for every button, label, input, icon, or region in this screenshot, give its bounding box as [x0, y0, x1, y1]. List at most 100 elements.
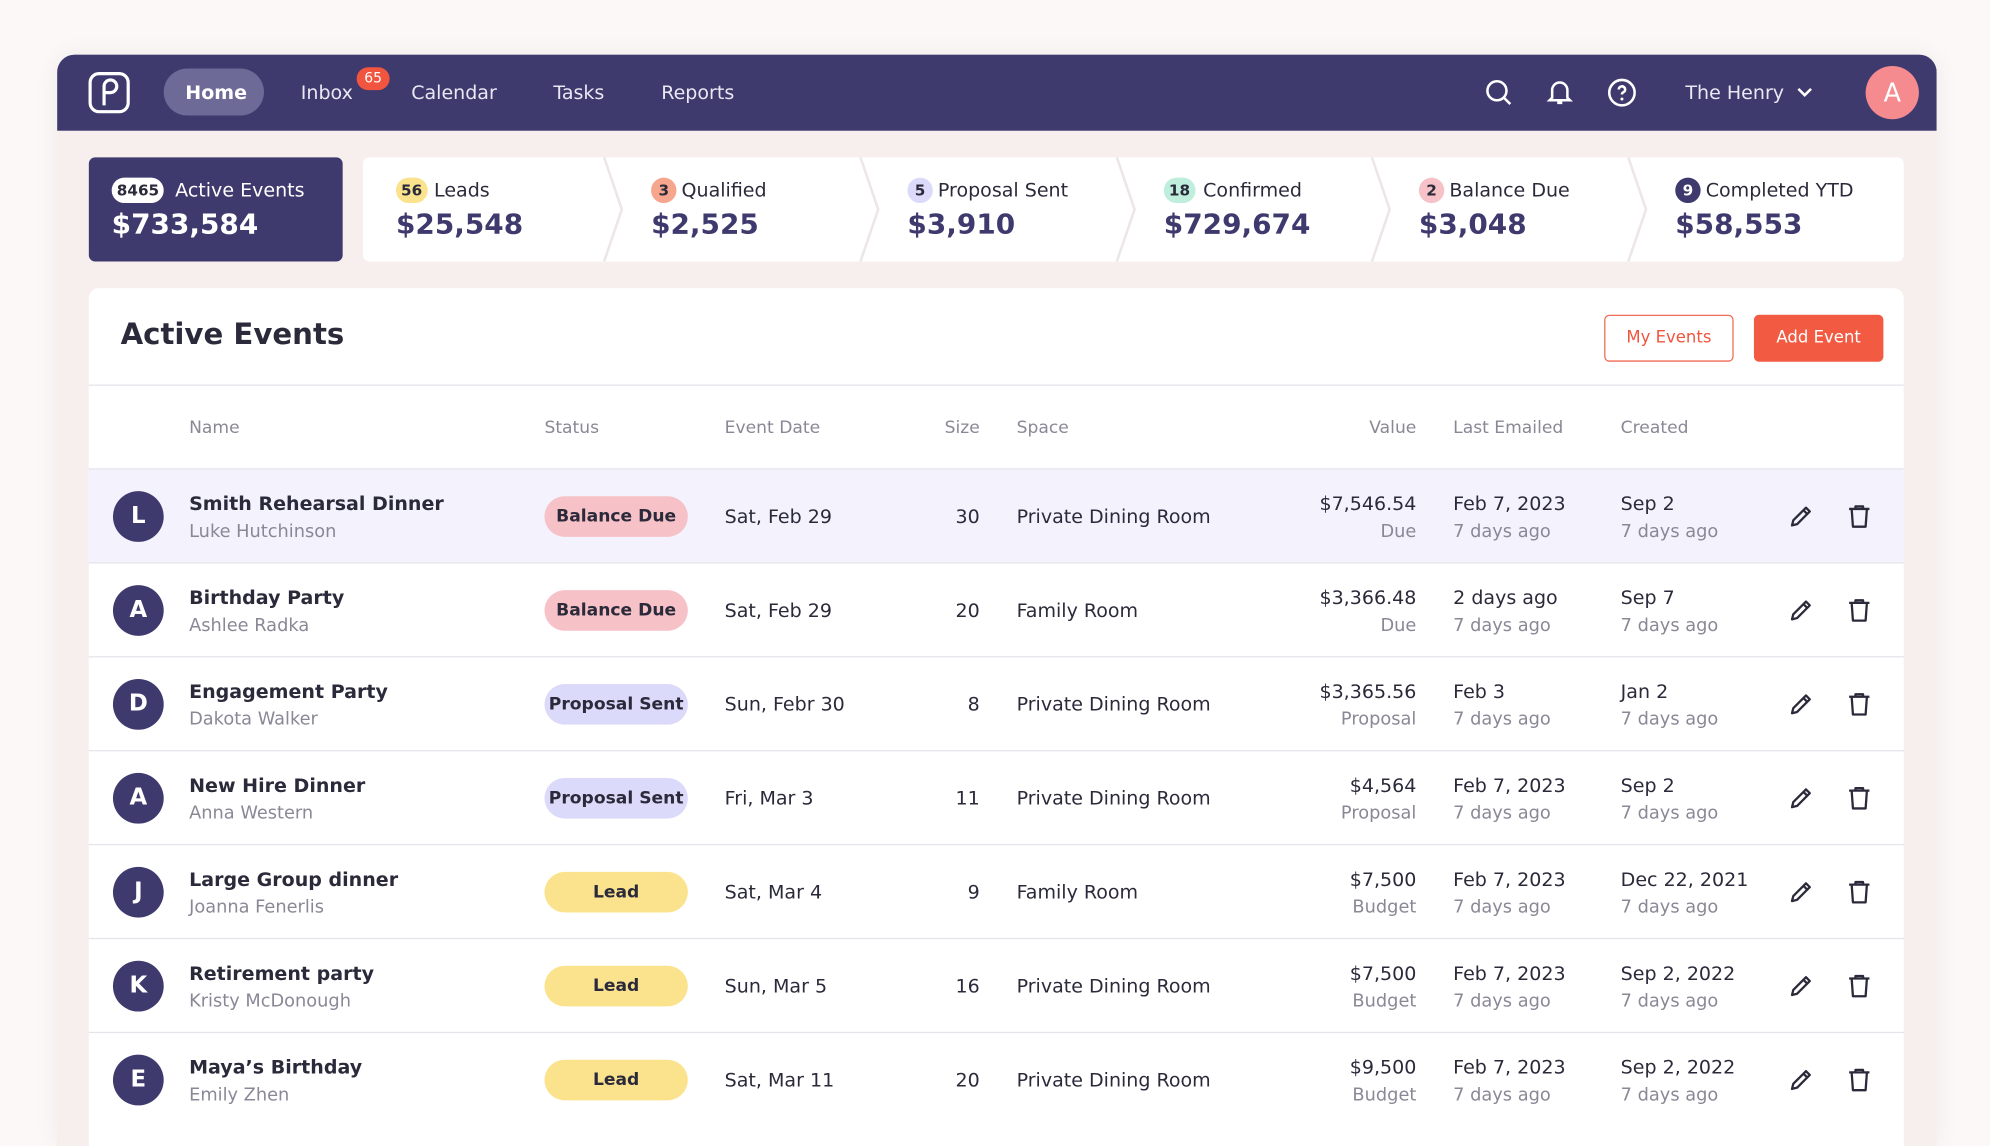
status-pill: Balance Due — [544, 496, 688, 537]
event-value: $7,546.54 — [1319, 492, 1417, 516]
edit-icon[interactable] — [1787, 1066, 1815, 1094]
user-avatar[interactable]: A — [1865, 65, 1919, 120]
delete-icon[interactable] — [1845, 1066, 1873, 1094]
stage-value: $729,674 — [1163, 209, 1311, 242]
help-icon[interactable] — [1607, 77, 1637, 107]
last-emailed: Feb 3 — [1453, 680, 1506, 704]
stage-label[interactable]: Balance Due — [1449, 178, 1570, 202]
created-date: Sep 7 — [1620, 586, 1675, 610]
delete-icon[interactable] — [1845, 596, 1873, 624]
edit-icon[interactable] — [1787, 878, 1815, 906]
row-avatar: J — [112, 866, 164, 918]
my-events-button[interactable]: My Events — [1604, 314, 1734, 362]
row-avatar: A — [112, 772, 164, 824]
nav-bar: Home Inbox Calendar Tasks Reports 65 The Henr… — [57, 54, 1937, 131]
logo[interactable] — [88, 71, 131, 114]
stage-label[interactable]: Qualified — [681, 178, 767, 202]
stage-value: $733,584 — [111, 209, 259, 242]
edit-icon[interactable] — [1787, 972, 1815, 1000]
column-header[interactable]: Status — [544, 417, 600, 438]
event-date: Sat, Feb 29 — [724, 505, 832, 528]
stage-value: $2,525 — [651, 209, 759, 242]
column-header[interactable]: Space — [1016, 417, 1069, 438]
nav-item[interactable]: Reports — [661, 81, 735, 105]
delete-icon[interactable] — [1845, 878, 1873, 906]
edit-icon[interactable] — [1787, 784, 1815, 812]
stage-value: $3,048 — [1418, 209, 1527, 242]
stage-divider — [602, 157, 624, 262]
event-space: Private Dining Room — [1016, 786, 1211, 810]
event-date: Sun, Mar 5 — [724, 974, 828, 998]
event-row[interactable]: A Birthday Party Ashlee Radka Balance Due Sa… — [88, 562, 1904, 656]
event-date: Sat, Mar 4 — [724, 880, 823, 904]
last-emailed: 2 days ago — [1453, 586, 1558, 610]
event-row[interactable]: K Retirement party Kristy McDonough Lead Sun… — [88, 937, 1904, 1032]
created-date: Jan 2 — [1620, 680, 1669, 704]
nav-item[interactable]: Calendar — [411, 81, 497, 105]
event-size: 16 — [955, 974, 980, 998]
event-space: Family Room — [1016, 880, 1139, 904]
event-row[interactable]: L Smith Rehearsal Dinner Luke Hutchinson Ba… — [88, 468, 1904, 563]
stage-divider — [1370, 157, 1392, 262]
event-value: $3,365.56 — [1319, 680, 1417, 704]
nav-item[interactable]: Home — [185, 81, 248, 105]
nav-item[interactable]: Inbox — [300, 81, 353, 105]
venue-selector[interactable]: The Henry — [1685, 81, 1785, 105]
value-note: Proposal — [1340, 803, 1417, 824]
edit-icon[interactable] — [1787, 690, 1815, 718]
event-name: Retirement party — [189, 962, 374, 985]
edit-icon[interactable] — [1787, 596, 1815, 624]
nav-item[interactable]: Tasks — [553, 81, 605, 105]
stage-label[interactable]: Completed YTD — [1705, 178, 1854, 202]
edit-icon[interactable] — [1787, 503, 1815, 531]
event-contact: Dakota Walker — [189, 709, 318, 730]
created-date: Sep 2, 2022 — [1620, 962, 1736, 985]
column-header[interactable]: Created — [1620, 417, 1689, 438]
event-space: Private Dining Room — [1016, 505, 1211, 528]
last-emailed: Feb 7, 2023 — [1453, 962, 1566, 985]
event-row[interactable]: D Engagement Party Dakota Walker Proposal S… — [88, 656, 1904, 750]
add-event-button[interactable]: Add Event — [1753, 314, 1884, 362]
delete-icon[interactable] — [1845, 503, 1873, 531]
stage-value: $3,910 — [907, 209, 1016, 242]
events-panel: Active Events My Events Add Event Name St… — [88, 288, 1904, 1146]
column-header[interactable]: Size — [944, 417, 980, 438]
event-name: Birthday Party — [189, 586, 345, 610]
last-emailed-ago: 7 days ago — [1453, 521, 1551, 542]
delete-icon[interactable] — [1845, 690, 1873, 718]
column-header[interactable]: Name — [189, 417, 240, 438]
last-emailed-ago: 7 days ago — [1453, 709, 1551, 730]
event-row[interactable]: A New Hire Dinner Anna Western Proposal Sen… — [88, 750, 1904, 844]
event-row[interactable]: E Maya’s Birthday Emily Zhen Lead Sat, Mar 1… — [88, 1031, 1904, 1126]
value-note: Due — [1380, 615, 1417, 636]
event-name: New Hire Dinner — [189, 774, 366, 798]
value-note: Budget — [1352, 1085, 1417, 1106]
bell-icon[interactable] — [1545, 76, 1575, 106]
created-ago: 7 days ago — [1620, 1085, 1719, 1106]
stage-label[interactable]: Proposal Sent — [937, 178, 1069, 202]
event-date: Sat, Mar 11 — [724, 1068, 835, 1092]
event-value: $4,564 — [1349, 774, 1417, 798]
value-note: Proposal — [1340, 709, 1417, 730]
column-header[interactable]: Event Date — [724, 417, 821, 438]
stage-count: 56 — [395, 177, 428, 204]
last-emailed: Feb 7, 2023 — [1453, 774, 1566, 798]
stage-label[interactable]: Leads — [434, 178, 490, 202]
column-header[interactable]: Last Emailed — [1453, 417, 1564, 438]
event-name: Engagement Party — [189, 680, 388, 704]
search-icon[interactable] — [1484, 77, 1514, 107]
stage-divider — [859, 157, 880, 262]
stage-label[interactable]: Active Events — [175, 178, 305, 202]
stage-count: 3 — [651, 177, 677, 204]
delete-icon[interactable] — [1845, 784, 1873, 812]
stage-count: 2 — [1418, 177, 1445, 204]
panel-title: Active Events — [120, 318, 345, 352]
active-events-card[interactable] — [88, 157, 343, 262]
delete-icon[interactable] — [1845, 972, 1873, 1000]
event-date: Fri, Mar 3 — [724, 786, 814, 810]
status-pill: Balance Due — [544, 590, 688, 631]
column-header[interactable]: Value — [1369, 417, 1417, 438]
stage-label[interactable]: Confirmed — [1203, 178, 1302, 202]
event-row[interactable]: J Large Group dinner Joanna Fenerlis Lead Sa… — [88, 843, 1904, 938]
status-pill: Proposal Sent — [544, 684, 688, 725]
